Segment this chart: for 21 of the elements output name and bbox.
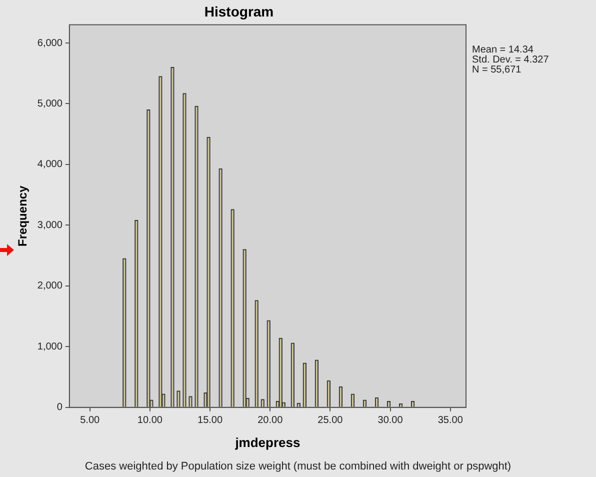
text: Mean = 14.34	[472, 44, 534, 56]
x-tick-label: 25.00	[318, 415, 344, 426]
x-tick-label: 30.00	[378, 415, 404, 426]
x-tick-label: 20.00	[258, 415, 284, 426]
y-axis-title: Frequency	[16, 185, 30, 246]
chart-title: Histogram	[204, 3, 274, 20]
y-tick-label: 2,000	[37, 280, 63, 292]
x-tick-label: 10.00	[137, 415, 163, 426]
y-tick-label: 0	[56, 402, 63, 414]
text: Cases weighted by Population size weight (must be combined with dweight or pspwght)	[84, 460, 512, 473]
y-tick-label: 6,000	[37, 38, 63, 49]
text: N = 55,671	[472, 64, 522, 76]
x-tick-label: 15.00	[198, 415, 223, 426]
x-tick-label: 5.00	[80, 415, 100, 426]
text: Std. Dev. = 4.327	[472, 54, 550, 66]
y-tick-label: 5,000	[37, 98, 63, 110]
x-axis-title: jmdepress	[234, 434, 300, 450]
y-tick-label: 1,000	[37, 341, 63, 352]
y-tick-label: 4,000	[37, 159, 63, 170]
y-tick-label: 3,000	[37, 220, 63, 231]
x-tick-label: 35.00	[438, 415, 464, 426]
